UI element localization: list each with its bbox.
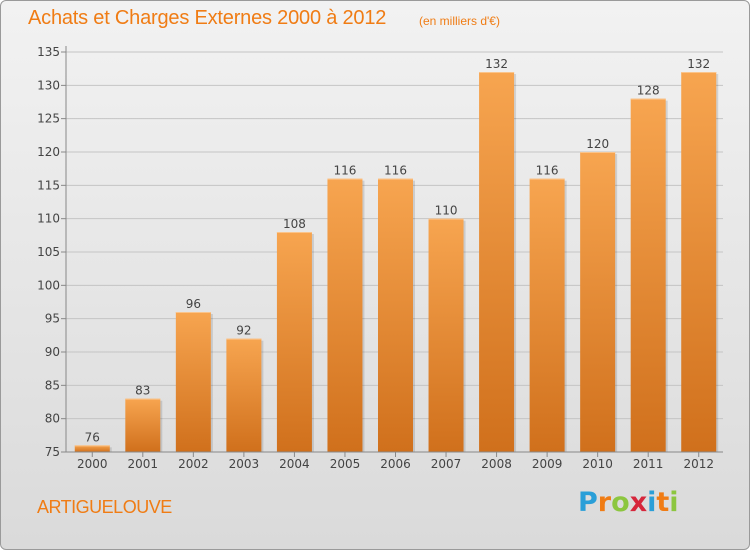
logo-letter: x [629, 487, 648, 518]
data-label: 132 [687, 57, 710, 71]
logo-letter: r [597, 487, 612, 518]
data-label: 132 [485, 57, 508, 71]
x-tick-label: 2003 [229, 457, 260, 471]
data-label: 76 [85, 430, 100, 444]
y-tick-label: 135 [37, 45, 60, 59]
bar-2009 [529, 178, 565, 452]
data-label: 96 [186, 297, 201, 311]
logo-letter: i [669, 487, 679, 518]
bar-2012 [681, 72, 717, 452]
logo-letter: t [656, 487, 670, 518]
bar-2001 [125, 398, 161, 452]
chart-subtitle: (en milliers d'€) [419, 14, 500, 28]
data-label: 128 [637, 84, 660, 98]
x-tick-label: 2000 [77, 457, 108, 471]
y-tick-label: 90 [45, 345, 60, 359]
data-label: 110 [435, 204, 458, 218]
bar-2007 [428, 218, 464, 452]
bar-2004 [276, 232, 312, 452]
bar-2010 [580, 152, 616, 452]
x-tick-label: 2005 [330, 457, 361, 471]
x-tick-label: 2001 [128, 457, 159, 471]
bar-2000 [74, 445, 110, 452]
y-tick-label: 115 [37, 178, 60, 192]
y-tick-label: 130 [37, 78, 60, 92]
bar-2006 [378, 178, 413, 452]
logo-letter: i [647, 487, 657, 518]
x-tick-label: 2009 [532, 457, 563, 471]
x-tick-label: 2012 [683, 457, 714, 471]
y-tick-label: 100 [37, 278, 60, 292]
x-tick-label: 2004 [279, 457, 310, 471]
bar-2003 [226, 338, 262, 452]
bar-2008 [479, 72, 515, 452]
data-label: 83 [135, 384, 150, 398]
y-tick-label: 95 [45, 312, 60, 326]
y-tick-label: 120 [37, 145, 60, 159]
logo-letter: o [611, 487, 630, 518]
y-tick-label: 125 [37, 112, 60, 126]
bar-2002 [175, 312, 211, 452]
y-tick-label: 110 [37, 212, 60, 226]
y-tick-label: 75 [45, 445, 60, 459]
bars [74, 72, 719, 457]
logo-letter: P [578, 487, 598, 518]
chart-title: Achats et Charges Externes 2000 à 2012 [28, 7, 387, 29]
commune-name: ARTIGUELOUVE [37, 497, 172, 517]
data-label: 108 [283, 217, 306, 231]
data-label: 120 [586, 137, 609, 151]
data-label: 116 [384, 164, 407, 178]
x-tick-label: 2011 [633, 457, 664, 471]
x-tick-label: 2007 [431, 457, 462, 471]
data-labels: 76 83 96 92 108 116 116 110 132 116 120 128 132 [85, 57, 711, 444]
data-label: 92 [236, 324, 251, 338]
proxiti-logo[interactable]: Proxiti [578, 487, 679, 518]
x-tick-label: 2008 [481, 457, 512, 471]
bar-2005 [327, 178, 363, 452]
y-tick-label: 80 [45, 412, 60, 426]
x-tick-labels: 2000 2001 2002 2003 2004 2005 2006 2007 2008 2009… [77, 457, 714, 471]
y-tick-label: 105 [37, 245, 60, 259]
y-tick-label: 85 [45, 378, 60, 392]
x-tick-label: 2002 [178, 457, 209, 471]
x-tick-label: 2006 [380, 457, 411, 471]
y-tick-labels: 75 80 85 90 95 100 105 110 115 120 125 130 135 [37, 45, 60, 459]
bar-2011 [630, 98, 666, 453]
data-label: 116 [334, 164, 357, 178]
data-label: 116 [536, 164, 559, 178]
x-tick-label: 2010 [582, 457, 613, 471]
axes [65, 46, 723, 453]
